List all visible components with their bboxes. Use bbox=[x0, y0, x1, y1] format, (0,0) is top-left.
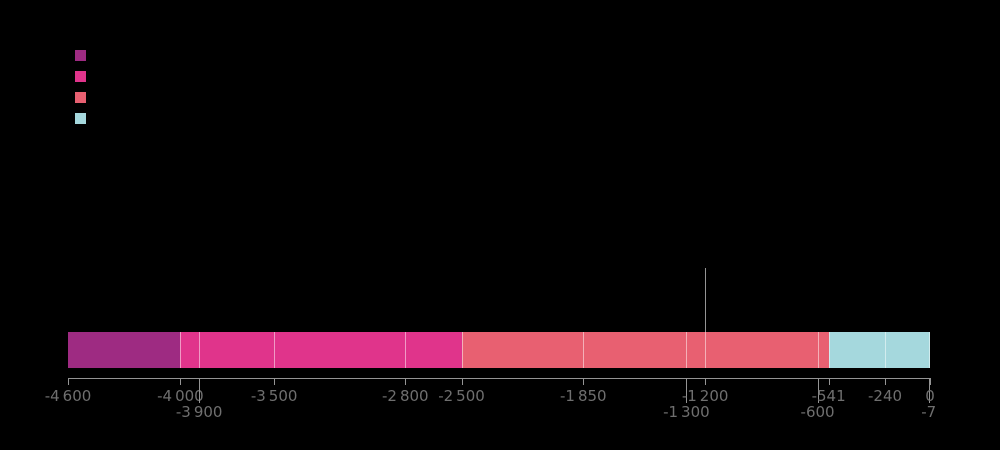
axis-tick bbox=[828, 379, 830, 385]
segment-divider bbox=[583, 332, 585, 368]
legend-swatch bbox=[75, 92, 86, 103]
segment-divider bbox=[817, 332, 819, 368]
segment-divider bbox=[686, 332, 688, 368]
segment-divider bbox=[199, 332, 201, 368]
axis-tick bbox=[885, 379, 887, 385]
axis-tick bbox=[686, 379, 688, 403]
timeline-segment bbox=[828, 332, 930, 368]
annotation-line bbox=[705, 268, 707, 332]
segment-divider bbox=[828, 332, 830, 368]
axis-tick-label: 0 bbox=[925, 387, 935, 405]
segment-divider bbox=[274, 332, 276, 368]
axis-tick-label: -1 200 bbox=[681, 387, 729, 405]
axis-tick-label: -1 850 bbox=[560, 387, 607, 405]
segment-divider bbox=[928, 332, 930, 368]
axis-tick-label: -600 bbox=[800, 403, 835, 421]
axis-tick bbox=[274, 379, 276, 385]
timeline-segment bbox=[180, 332, 462, 368]
legend bbox=[75, 50, 86, 134]
x-axis-line bbox=[68, 378, 931, 379]
axis-tick-label: -240 bbox=[867, 387, 903, 405]
axis-tick bbox=[705, 379, 707, 385]
axis-tick bbox=[930, 379, 931, 385]
axis-tick bbox=[817, 379, 819, 403]
timeline-segment bbox=[461, 332, 829, 368]
axis-tick bbox=[461, 379, 463, 385]
axis-tick-label: -3 500 bbox=[250, 387, 298, 405]
axis-tick-label: -4 600 bbox=[44, 387, 92, 405]
axis-tick-label: -1 300 bbox=[663, 403, 710, 421]
timeline-bar bbox=[68, 332, 930, 368]
segment-divider bbox=[180, 332, 182, 368]
segment-divider bbox=[405, 332, 407, 368]
axis-tick-label: -2 500 bbox=[438, 387, 485, 405]
axis-tick bbox=[583, 379, 585, 385]
segment-divider bbox=[705, 332, 707, 368]
axis-tick bbox=[180, 379, 182, 385]
legend-swatch bbox=[75, 113, 86, 124]
legend-swatch bbox=[75, 71, 86, 82]
legend-swatch bbox=[75, 50, 86, 61]
segment-divider bbox=[885, 332, 887, 368]
axis-tick bbox=[928, 379, 930, 403]
axis-tick bbox=[199, 379, 201, 403]
axis-tick-label: -7 bbox=[921, 403, 937, 421]
axis-tick bbox=[405, 379, 407, 385]
axis-tick-label: -541 bbox=[811, 387, 846, 405]
axis-tick-label: -2 800 bbox=[382, 387, 429, 405]
axis-tick-label: -4 000 bbox=[157, 387, 204, 405]
segment-divider bbox=[461, 332, 463, 368]
axis-tick-label: -3 900 bbox=[175, 403, 223, 421]
timeline-segment bbox=[68, 332, 181, 368]
axis-tick bbox=[68, 379, 69, 385]
